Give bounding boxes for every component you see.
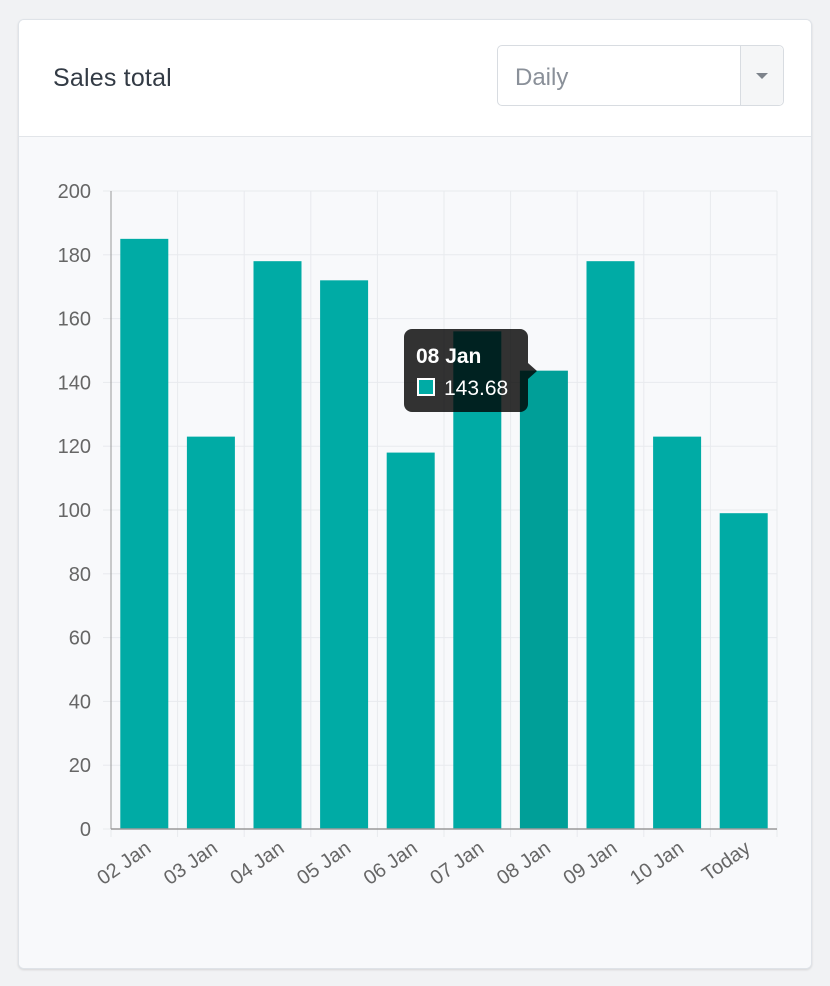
y-tick-label: 40 — [69, 691, 91, 713]
y-tick-label: 120 — [58, 436, 91, 458]
y-tick-label: 80 — [69, 564, 91, 586]
bar — [253, 261, 302, 829]
chart-tooltip: 08 Jan 143.68 — [404, 329, 537, 412]
x-tick-label: Today — [698, 837, 754, 886]
x-tick-label: 07 Jan — [426, 837, 488, 889]
bar — [386, 452, 435, 829]
sales-total-card: Sales total Daily 0 20 40 60 80 100 120 140 160 1… — [18, 19, 812, 969]
bar — [320, 280, 369, 829]
y-tick-label: 100 — [58, 500, 91, 522]
x-tick-label: 05 Jan — [293, 837, 355, 889]
y-tick-label: 0 — [80, 819, 91, 841]
y-tick-label: 60 — [69, 628, 91, 650]
x-tick-label: 06 Jan — [360, 837, 422, 889]
tooltip-series-swatch — [417, 378, 435, 396]
card-header: Sales total Daily — [19, 20, 811, 137]
x-tick-label: 02 Jan — [93, 837, 155, 889]
tooltip-value: 143.68 — [444, 377, 509, 400]
x-tick-label: 08 Jan — [493, 837, 555, 889]
x-tick-label: 10 Jan — [626, 837, 688, 889]
y-tick-label: 140 — [58, 372, 91, 394]
bar — [586, 261, 635, 829]
y-tick-label: 20 — [69, 755, 91, 777]
bar — [653, 436, 702, 829]
y-tick-label: 160 — [58, 309, 91, 331]
x-tick-label: 04 Jan — [227, 837, 289, 889]
bar — [186, 436, 235, 829]
x-tick-label: 03 Jan — [160, 837, 222, 889]
y-tick-label: 200 — [58, 181, 91, 203]
card-title: Sales total — [53, 64, 172, 92]
select-caret-box[interactable] — [740, 46, 783, 105]
x-tick-label: 09 Jan — [560, 837, 622, 889]
tooltip-title: 08 Jan — [416, 345, 482, 368]
chevron-down-icon — [756, 73, 768, 79]
period-select[interactable]: Daily — [497, 45, 784, 106]
bar — [519, 370, 568, 829]
y-tick-label: 180 — [58, 245, 91, 267]
bar — [719, 513, 768, 829]
tooltip-arrow — [528, 363, 537, 379]
period-select-value: Daily — [515, 64, 569, 91]
bar — [120, 238, 169, 830]
bar — [453, 331, 502, 829]
chart-area: 0 20 40 60 80 100 120 140 160 180 200 02 Jan 03 Jan 0… — [19, 137, 811, 968]
